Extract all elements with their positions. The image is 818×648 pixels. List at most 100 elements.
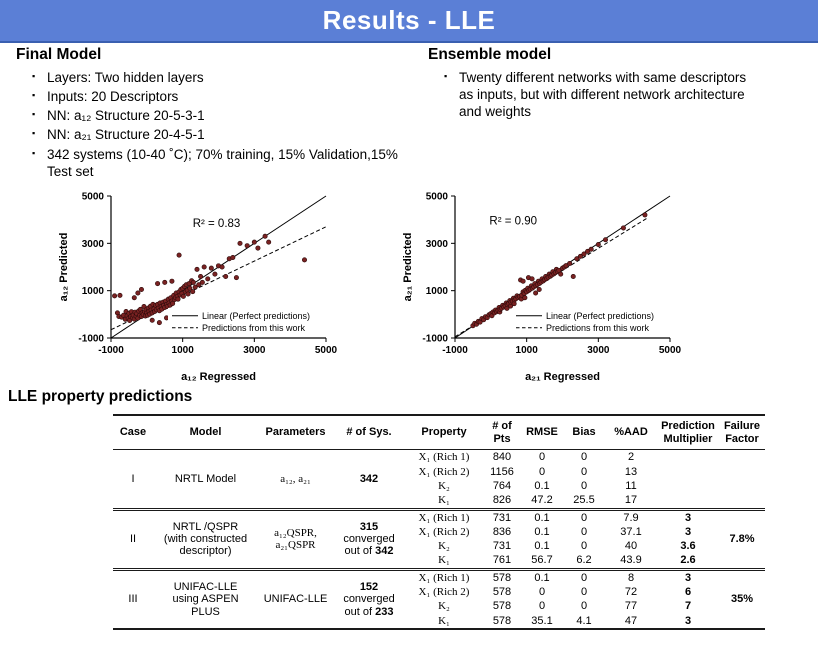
multiplier-cell: 3 (684, 571, 692, 584)
x-tick-label: -1000 (98, 345, 124, 356)
scatter-point (149, 317, 155, 323)
table-row: X₁ (Rich 2) 836 0.1 0 37.1 3 (113, 525, 765, 539)
multiplier-cell (657, 493, 719, 511)
case-cell: I (113, 449, 153, 511)
column-header: Model (153, 414, 258, 451)
scatter-point (223, 273, 229, 279)
pts-cell: 578 (492, 571, 512, 584)
x-tick-label: -1000 (442, 345, 468, 356)
scatter-point (558, 271, 564, 277)
scatter-point (117, 292, 123, 298)
legend-label: Predictions from this work (546, 323, 650, 333)
scatter-point (135, 290, 141, 296)
property-cell: X₁ (Rich 1) (418, 511, 470, 524)
bullet-text: Twenty different networks with same desc… (459, 70, 747, 120)
scatter-point (585, 248, 591, 254)
systems-text: 152 (359, 580, 379, 593)
rmse-cell: 0 (538, 451, 546, 464)
table-row: I NRTL Model a₁₂, a₂₁ 342 X₁ (Rich 1) 840 0 0 2 (113, 449, 765, 511)
scatter-point (194, 266, 200, 272)
column-header: # of Sys. (333, 414, 405, 451)
table-row: K₁ 761 56.7 6.2 43.9 2.6 (113, 553, 765, 571)
systems-cell: 342 (333, 449, 405, 511)
multiplier-cell: 6 (684, 586, 692, 599)
final-model-heading: Final Model (16, 46, 102, 63)
scatter-point (187, 285, 193, 291)
bias-cell: 0 (580, 600, 588, 613)
x-axis-label: a₂₁ Regressed (525, 371, 600, 383)
legend-label: Linear (Perfect predictions) (202, 311, 310, 321)
bias-cell: 0 (580, 511, 588, 524)
scatter-point (255, 245, 261, 251)
bias-cell: 0 (580, 571, 588, 584)
scatter-point (244, 243, 250, 249)
multiplier-cell: 2.6 (657, 553, 719, 571)
scatter-point (196, 282, 202, 288)
x-tick-label: 3000 (243, 345, 266, 356)
scatter-chart-a21: -1000 1000 3000 5000 -1000 1000 3000 5000 Linear… (402, 192, 682, 384)
scatter-point (138, 286, 144, 292)
scatter-point (577, 253, 583, 259)
pts-cell: 826 (483, 493, 521, 511)
scatter-point (190, 279, 196, 285)
scatter-chart-a12: -1000 1000 3000 5000 -1000 1000 3000 5000 Linear… (58, 192, 338, 384)
table-row: K₁ 578 35.1 4.1 47 3 (113, 613, 765, 631)
bullet-item: ▪ Twenty different networks with same des… (444, 69, 759, 120)
rmse-cell: 35.1 (521, 613, 563, 631)
scatter-point (251, 239, 257, 245)
bullet-item: ▪ NN: a₁₂ Structure 20-5-3-1 (32, 107, 418, 124)
multiplier-cell (657, 450, 719, 465)
legend-label: Linear (Perfect predictions) (546, 311, 654, 321)
multiplier-cell: 7 (684, 600, 692, 613)
property-cell: K₂ (438, 540, 450, 553)
rmse-cell: 0 (538, 465, 546, 478)
x-tick-label: 5000 (315, 345, 338, 356)
x-axis-label: a₁₂ Regressed (181, 371, 256, 383)
property-cell: K₁ (405, 613, 483, 631)
aad-cell: 47 (605, 613, 657, 631)
scatter-point (192, 284, 198, 290)
column-header: Prediction Multiplier (657, 414, 719, 451)
r2-annotation: R² = 0.90 (489, 215, 537, 227)
property-cell: K₂ (438, 479, 450, 492)
bias-cell: 0 (580, 586, 588, 599)
bias-cell: 0 (580, 451, 588, 464)
ensemble-model-heading: Ensemble model (428, 46, 552, 63)
scatter-point (642, 212, 648, 218)
pts-cell: 840 (492, 451, 512, 464)
bias-cell: 4.1 (563, 613, 605, 631)
scatter-point (595, 242, 601, 248)
scatter-point (620, 225, 626, 231)
y-tick-label: 5000 (82, 192, 105, 203)
bias-cell: 6.2 (563, 553, 605, 571)
scatter-point (262, 233, 268, 239)
y-tick-label: 1000 (82, 286, 105, 297)
scatter-point (302, 257, 308, 263)
pts-cell: 578 (492, 600, 512, 613)
y-tick-label: 3000 (82, 239, 105, 250)
rmse-cell: 0.1 (534, 511, 550, 524)
table-header-row: Case Model Parameters # of Sys. Property # of… (113, 414, 765, 451)
scatter-point (175, 296, 181, 302)
table-row: K₁ 826 47.2 25.5 17 (113, 493, 765, 511)
aad-cell: 8 (627, 571, 635, 584)
bullet-text: 342 systems (10-40 ˚C); 70% training, 15… (47, 146, 398, 179)
bias-cell: 0 (580, 479, 588, 492)
rmse-cell: 0 (538, 600, 546, 613)
scatter-point (169, 278, 175, 284)
systems-cell: 315 converged out of 342 (333, 509, 405, 571)
model-cell: NRTL /QSPR (with constructed descriptor) (153, 509, 258, 571)
rmse-cell: 47.2 (521, 493, 563, 511)
property-cell: X₁ (Rich 1) (418, 451, 470, 464)
scatter-point (536, 286, 542, 292)
x-tick-label: 5000 (659, 345, 682, 356)
table-row: K₂ 764 0.1 0 11 (113, 479, 765, 493)
scatter-point (185, 291, 191, 297)
scatter-point (563, 263, 569, 269)
bullet-text: Layers: Two hidden layers (47, 70, 204, 85)
case-cell: III (113, 569, 153, 631)
aad-cell: 77 (624, 600, 638, 613)
systems-text: 342 (375, 545, 394, 558)
rmse-cell: 0.1 (534, 479, 550, 492)
